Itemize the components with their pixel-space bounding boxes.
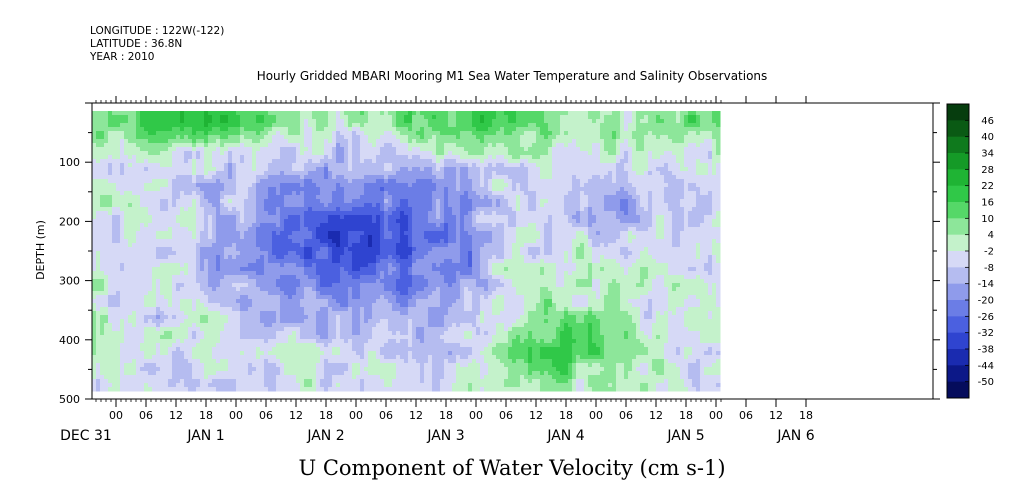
x-day-label: JAN 5 [666,428,704,444]
x-day-label: JAN 2 [306,428,344,444]
colorbar-swatch [947,136,969,154]
y-tick-label: 500 [59,393,80,406]
colorbar-label: 4 [988,230,994,241]
colorbar-label: 40 [981,132,994,143]
colorbar-label: -32 [978,328,994,339]
colorbar-label: -44 [978,361,994,372]
colorbar-swatch [947,365,969,383]
x-tick-label: 12 [769,409,783,422]
y-tick-label: 400 [59,334,80,347]
y-axis-label: DEPTH (m) [34,220,47,280]
colorbar-label: -50 [978,377,994,388]
x-tick-label: 06 [139,409,153,422]
colorbar-swatch [947,283,969,301]
x-day-label: JAN 6 [776,428,814,444]
x-day-label: JAN 3 [426,428,464,444]
colorbar-swatch [947,267,969,285]
colorbar-label: 34 [981,149,994,160]
colorbar-label: 16 [981,198,994,209]
x-tick-label: 00 [349,409,363,422]
colorbar-swatch [947,251,969,268]
x-tick-label: 00 [589,409,603,422]
colorbar-swatch [947,185,969,203]
x-axis-label: U Component of Water Velocity (cm s-1) [298,456,725,480]
colorbar-swatch [947,234,969,252]
colorbar-swatch [947,202,969,219]
x-tick-label: 00 [109,409,123,422]
x-tick-label: 06 [379,409,393,422]
x-tick-label: 12 [289,409,303,422]
x-tick-label: 18 [679,409,693,422]
colorbar-swatch [947,381,969,399]
colorbar-label: -38 [978,345,994,356]
colorbar-swatch [947,316,969,334]
colorbar-swatch [947,169,969,187]
colorbar-label: 10 [981,214,994,225]
colorbar-swatch [947,300,969,317]
x-tick-label: 12 [169,409,183,422]
colorbar-swatch [947,153,969,170]
colorbar-swatch [947,349,969,366]
x-tick-label: 06 [739,409,753,422]
x-tick-label: 06 [619,409,633,422]
x-day-label: JAN 4 [546,428,584,444]
colorbar-label: -26 [978,312,994,323]
colorbar-label: -20 [978,296,994,307]
x-tick-label: 00 [469,409,483,422]
colorbar-label: -8 [984,263,994,274]
x-day-label: DEC 31 [60,428,112,444]
colorbar-label: 22 [981,181,994,192]
colorbar-swatch [947,218,969,236]
x-tick-label: 06 [499,409,513,422]
x-tick-label: 18 [799,409,813,422]
longitude-label: LONGITUDE : 122W(-122) [90,25,224,37]
y-tick-label: 200 [59,215,80,228]
y-tick-label: 100 [59,156,80,169]
x-tick-label: 18 [199,409,213,422]
y-axis: 100 200 300 400 500 [59,102,940,406]
year-label: YEAR : 2010 [89,51,154,63]
colorbar-label: -14 [978,279,994,290]
x-tick-label: 00 [709,409,723,422]
x-tick-label: 00 [229,409,243,422]
colorbar-label: -2 [984,247,994,258]
chart-title: Hourly Gridded MBARI Mooring M1 Sea Wate… [257,69,768,83]
x-tick-label: 18 [319,409,333,422]
x-tick-label: 18 [559,409,573,422]
colorbar-swatch [947,104,969,121]
x-axis: 00 06 12 18 00 06 12 18 00 06 12 18 00 06 12 18 00 06 12 18… [60,96,815,444]
colorbar-label: 46 [981,116,994,127]
x-tick-label: 12 [529,409,543,422]
heatmap-field [92,111,721,392]
x-tick-label: 18 [439,409,453,422]
x-tick-label: 12 [409,409,423,422]
colorbar: 46 40 34 28 22 16 10 4 -2 -8 -14 -20 -26 -32 -38 -44 -50 [946,103,994,399]
colorbar-swatch [947,120,969,138]
latitude-label: LATITUDE : 36.8N [90,38,182,50]
y-tick-label: 300 [59,275,80,288]
colorbar-swatch [947,332,969,350]
x-tick-label: 06 [259,409,273,422]
x-tick-label: 12 [649,409,663,422]
colorbar-label: 28 [981,165,994,176]
x-day-label: JAN 1 [186,428,224,444]
